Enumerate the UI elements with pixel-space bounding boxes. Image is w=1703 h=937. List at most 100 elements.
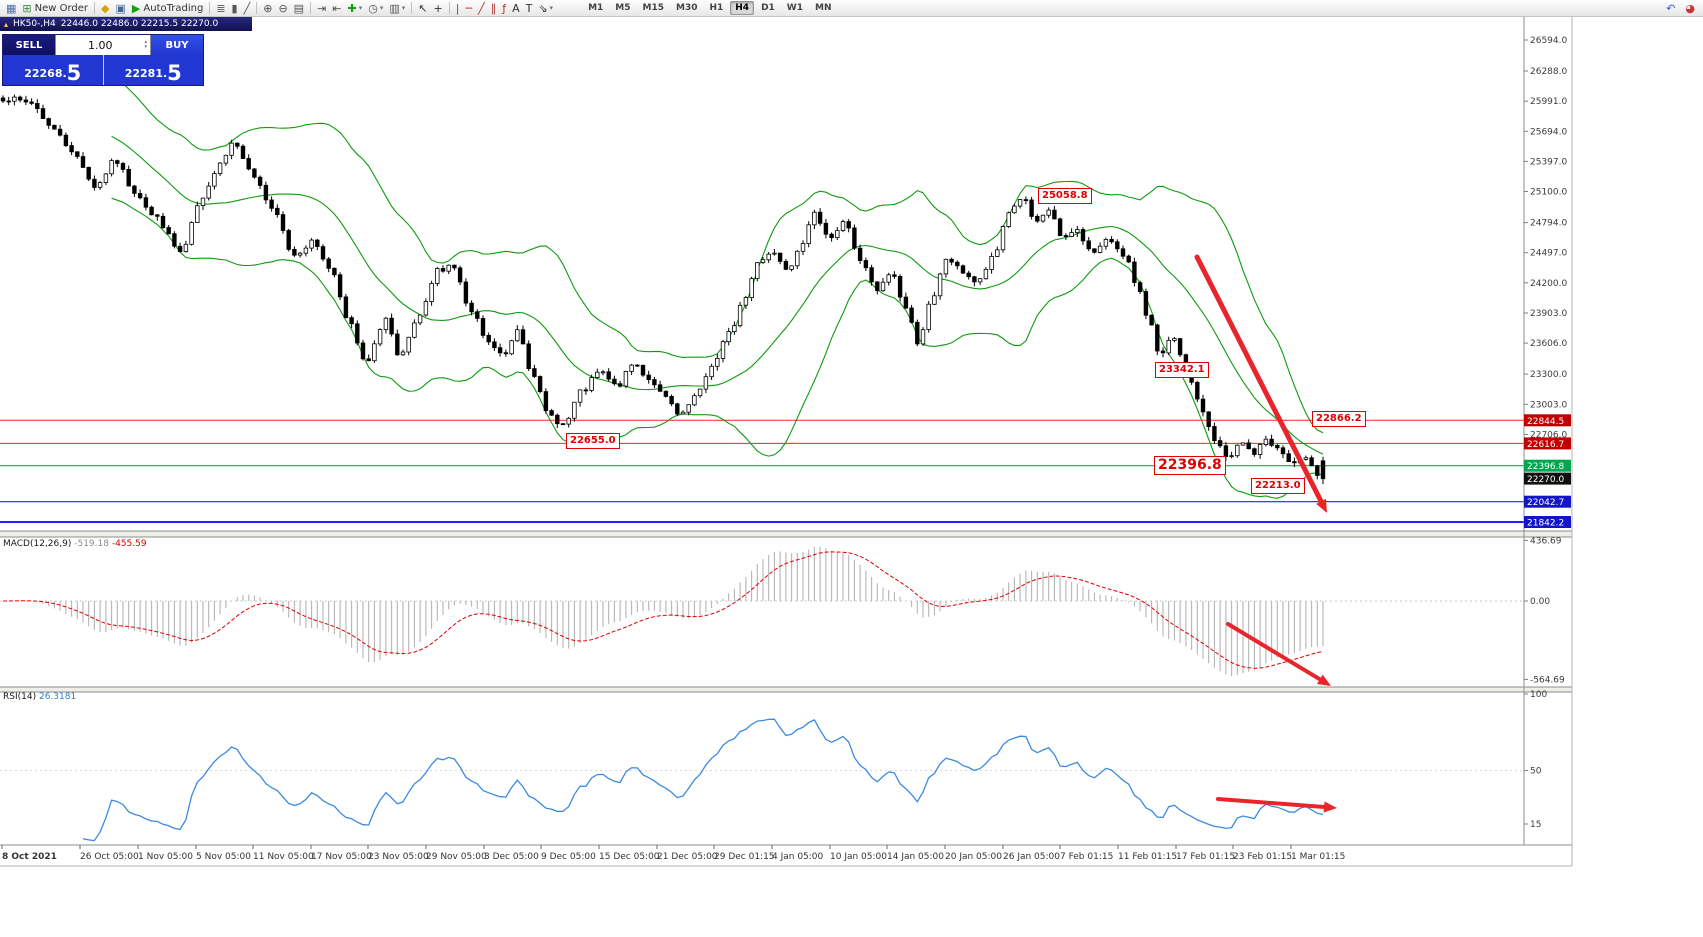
timeframe-d1[interactable]: D1: [761, 3, 775, 13]
channel-icon: ∥: [490, 1, 497, 15]
label-button[interactable]: T: [523, 1, 536, 16]
price-axis[interactable]: 26594.0 26288.0 25991.0 25694.0 25397.0 25100…: [1524, 36, 1571, 830]
svg-text:9 Dec 05:00: 9 Dec 05:00: [541, 852, 596, 862]
timeframe-m1[interactable]: M1: [588, 3, 604, 13]
price-callout[interactable]: 22655.0: [566, 433, 620, 449]
svg-text:17 Feb 01:15: 17 Feb 01:15: [1176, 852, 1235, 862]
svg-text:15 Dec 05:00: 15 Dec 05:00: [599, 852, 660, 862]
horizontal-level-lines[interactable]: [0, 419, 1524, 523]
new-chart-icon: ▦: [6, 1, 17, 15]
svg-text:26288.0: 26288.0: [1530, 67, 1567, 77]
panel-separators[interactable]: [0, 17, 1573, 867]
new-order-icon: ⊞: [22, 1, 32, 15]
vertical-line-button[interactable]: |: [453, 1, 463, 16]
rsi-value: 26.3181: [38, 692, 77, 702]
toolbar-right-group: ↶ ◕: [1663, 1, 1700, 16]
chart-shift-icon: ⇤: [332, 1, 342, 15]
tile-windows-button[interactable]: ▤: [291, 1, 307, 16]
indicators-button-dropdown-icon[interactable]: ▾: [358, 4, 363, 12]
dock-back-button[interactable]: ↶: [1663, 1, 1678, 16]
rsi-line: [82, 718, 1324, 842]
svg-text:100: 100: [1530, 690, 1547, 700]
templates-button-dropdown-icon[interactable]: ▾: [401, 4, 406, 12]
community-button[interactable]: ◕: [1682, 1, 1698, 16]
svg-text:24497.0: 24497.0: [1530, 249, 1567, 259]
svg-text:25100.0: 25100.0: [1530, 188, 1567, 198]
autotrading-button[interactable]: ▶ AutoTrading: [129, 1, 206, 16]
svg-text:7 Feb 01:15: 7 Feb 01:15: [1060, 852, 1113, 862]
svg-text:24200.0: 24200.0: [1530, 279, 1567, 289]
price-callout[interactable]: 23342.1: [1155, 362, 1209, 378]
sell-button[interactable]: SELL: [3, 35, 55, 55]
svg-text:22396.8: 22396.8: [1527, 462, 1564, 472]
time-axis[interactable]: 8 Oct 2021 26 Oct 05:00 1 Nov 05:00 5 Nov 0…: [1, 845, 1345, 862]
channel-button[interactable]: ∥: [488, 1, 500, 16]
buy-price-display[interactable]: 22281. 5: [104, 55, 204, 85]
fibonacci-button[interactable]: ƒ: [499, 1, 509, 16]
trendline-button[interactable]: ╱: [475, 1, 488, 16]
trend-arrows[interactable]: [1194, 254, 1337, 813]
label-icon: T: [525, 1, 533, 15]
chart-window-titlebar[interactable]: ▴ HK50-,H4 22446.0 22486.0 22215.5 22270…: [0, 17, 252, 31]
text-button[interactable]: A: [509, 1, 523, 16]
timeframe-m15[interactable]: M15: [642, 3, 664, 13]
arrows-button[interactable]: ⇘ ▾: [535, 1, 556, 16]
cursor-icon: ↖: [418, 1, 428, 15]
macd-histogram: [13, 546, 1324, 676]
volume-up-icon[interactable]: ▴: [144, 38, 147, 45]
svg-text:11 Feb 01:15: 11 Feb 01:15: [1118, 852, 1177, 862]
ask-price-main: 22281.: [124, 67, 168, 80]
timeframe-h1[interactable]: H1: [709, 3, 724, 13]
candlestick-chart-icon: ▮: [231, 1, 238, 15]
buy-button[interactable]: BUY: [151, 35, 203, 55]
macd-main-value: -519.18: [74, 539, 109, 549]
svg-text:22270.0: 22270.0: [1527, 475, 1564, 485]
price-callout[interactable]: 22866.2: [1312, 411, 1366, 427]
one-click-trading-panel: SELL 1.00 ▴ ▾ BUY 22268. 5 22281. 5: [2, 34, 204, 86]
cursor-button[interactable]: ↖: [415, 1, 430, 16]
periods-button[interactable]: ◷ ▾: [365, 1, 386, 16]
new-chart-button[interactable]: ▦: [3, 1, 19, 16]
metaeditor-button[interactable]: ◆: [98, 1, 112, 16]
timeframe-m30[interactable]: M30: [675, 3, 698, 13]
svg-text:29 Dec 01:15: 29 Dec 01:15: [714, 852, 775, 862]
timeframe-h4[interactable]: H4: [730, 1, 755, 15]
volume-stepper[interactable]: ▴ ▾: [144, 38, 150, 51]
volume-value[interactable]: 1.00: [87, 38, 113, 52]
horizontal-line-button[interactable]: ─: [462, 1, 475, 16]
auto-scroll-button[interactable]: ⇥: [314, 1, 329, 16]
new-order-button[interactable]: ⊞ New Order: [19, 1, 91, 16]
indicators-icon: ✚: [347, 1, 357, 15]
timeframe-mn[interactable]: MN: [815, 3, 832, 13]
line-chart-button[interactable]: ╱: [241, 1, 254, 16]
toolbar-separator: [94, 2, 96, 14]
svg-text:29 Nov 05:00: 29 Nov 05:00: [426, 852, 487, 862]
bar-chart-button[interactable]: ≣: [213, 1, 228, 16]
zoom-out-button[interactable]: ⊖: [275, 1, 290, 16]
indicators-button[interactable]: ✚ ▾: [345, 1, 366, 16]
zoom-in-button[interactable]: ⊕: [260, 1, 275, 16]
svg-text:-564.69: -564.69: [1530, 675, 1565, 685]
volume-field[interactable]: 1.00 ▴ ▾: [55, 35, 151, 55]
chart-shift-button[interactable]: ⇤: [329, 1, 344, 16]
templates-button[interactable]: ▥ ▾: [386, 1, 408, 16]
bid-price-last-digit: 5: [66, 61, 82, 86]
data-window-button[interactable]: ▣: [113, 1, 129, 16]
price-callout[interactable]: 25058.8: [1038, 188, 1092, 204]
sell-price-display[interactable]: 22268. 5: [3, 55, 103, 85]
price-callout[interactable]: 22396.8: [1154, 456, 1226, 475]
candlestick-chart-button[interactable]: ▮: [229, 1, 241, 16]
price-callout[interactable]: 22213.0: [1251, 478, 1305, 494]
arrows-button-dropdown-icon[interactable]: ▾: [549, 4, 554, 12]
svg-text:4 Jan 05:00: 4 Jan 05:00: [772, 852, 824, 862]
macd-indicator-label: MACD(12,26,9) -519.18 -455.59: [3, 539, 147, 549]
periods-button-dropdown-icon[interactable]: ▾: [379, 4, 384, 12]
zoom-in-icon: ⊕: [263, 1, 273, 15]
crosshair-button[interactable]: +: [431, 1, 446, 16]
timeframe-w1[interactable]: W1: [786, 3, 803, 13]
svg-text:21 Dec 05:00: 21 Dec 05:00: [657, 852, 718, 862]
timeframe-m5[interactable]: M5: [615, 3, 631, 13]
svg-text:3 Dec 05:00: 3 Dec 05:00: [484, 852, 539, 862]
volume-down-icon[interactable]: ▾: [144, 44, 147, 50]
